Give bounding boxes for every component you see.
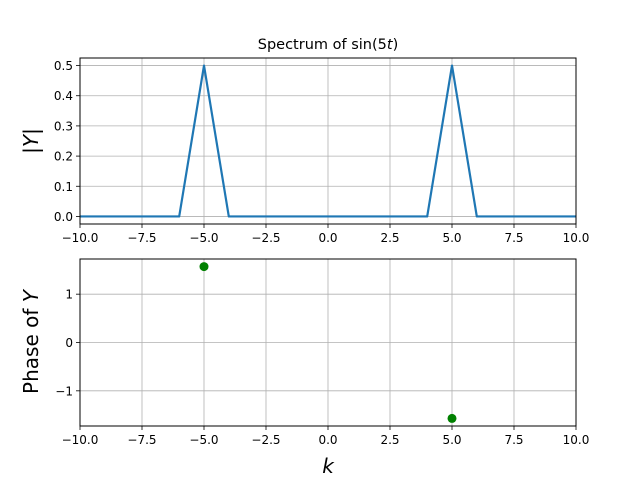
y-tick-label: 0.3 [54, 119, 73, 133]
x-tick-label: −7.5 [127, 433, 156, 447]
phase-points [199, 262, 457, 423]
phase-chart: −10.0 −7.5 −5.0 −2.5 0.0 2.5 5.0 7.5 10.0 −1 0 1 P… [19, 258, 590, 478]
y-tick-label: 0.1 [54, 180, 73, 194]
phase-grid [79, 259, 577, 426]
magnitude-y-ticks: 0.0 0.1 0.2 0.3 0.4 0.5 [54, 59, 80, 224]
x-tick-label: −10.0 [62, 433, 99, 447]
y-tick-label: 0 [65, 336, 73, 350]
x-tick-label: 7.5 [504, 231, 523, 245]
x-tick-label: 0.0 [318, 231, 337, 245]
x-tick-label: −5.0 [189, 433, 218, 447]
y-tick-label: −1 [55, 384, 73, 398]
x-tick-label: 10.0 [563, 231, 590, 245]
x-tick-label: 5.0 [442, 231, 461, 245]
y-tick-label: 0.5 [54, 59, 73, 73]
magnitude-series-line [80, 64, 576, 218]
magnitude-x-ticks: −10.0 −7.5 −5.0 −2.5 0.0 2.5 5.0 7.5 10.0 [62, 224, 590, 245]
phase-x-ticks: −10.0 −7.5 −5.0 −2.5 0.0 2.5 5.0 7.5 10.0 [62, 426, 590, 447]
magnitude-chart: Spectrum of sin(5t) −10.0 −7.5 −5.0 −2.5 0.0… [19, 37, 589, 245]
magnitude-y-axis-label: |Y| [19, 128, 43, 154]
phase-point [199, 262, 209, 272]
y-tick-label: 0.4 [54, 89, 73, 103]
x-tick-label: 2.5 [380, 433, 399, 447]
y-tick-label: 0.2 [54, 150, 73, 164]
y-tick-label: 0.0 [54, 210, 73, 224]
x-tick-label: 5.0 [442, 433, 461, 447]
x-tick-label: −5.0 [189, 231, 218, 245]
x-tick-label: 10.0 [563, 433, 590, 447]
x-tick-label: 7.5 [504, 433, 523, 447]
x-tick-label: −7.5 [127, 231, 156, 245]
x-tick-label: −10.0 [62, 231, 99, 245]
phase-x-axis-label: k [322, 454, 335, 478]
x-tick-label: 0.0 [318, 433, 337, 447]
chart-title: Spectrum of sin(5t) [258, 37, 398, 53]
phase-y-ticks: −1 0 1 [55, 288, 80, 398]
x-tick-label: 2.5 [380, 231, 399, 245]
phase-point [447, 413, 457, 423]
x-tick-label: −2.5 [251, 231, 280, 245]
y-tick-label: 1 [65, 288, 73, 302]
phase-y-axis-label: Phase of Y [19, 288, 43, 394]
x-tick-label: −2.5 [251, 433, 280, 447]
